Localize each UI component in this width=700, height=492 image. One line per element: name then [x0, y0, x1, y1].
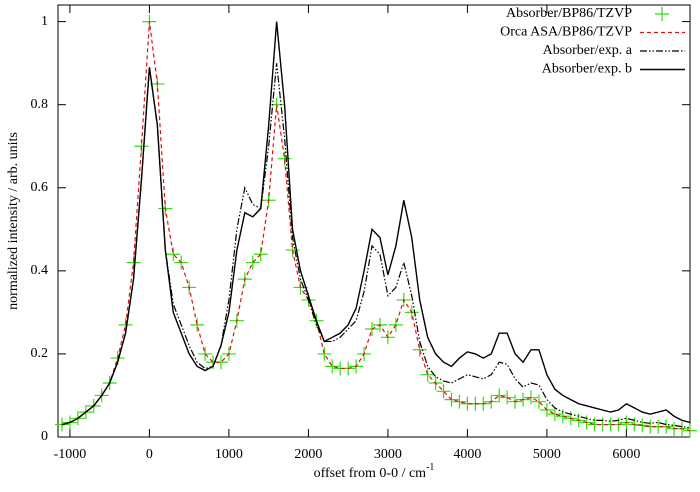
- data-point: [325, 359, 340, 374]
- x-tick-label: -1000: [54, 447, 87, 462]
- legend-label: Absorber/BP86/TZVP: [506, 6, 632, 21]
- data-point: [547, 407, 562, 422]
- data-point: [317, 346, 332, 361]
- y-tick-label: 0.6: [31, 180, 49, 195]
- series-line: [61, 21, 691, 432]
- plot-frame: [57, 4, 691, 438]
- x-tick-label: 0: [146, 447, 153, 462]
- data-point: [500, 390, 515, 405]
- data-point: [166, 247, 181, 262]
- x-axis-label: offset from 0-0 / cm-1: [314, 462, 435, 481]
- data-point: [524, 390, 539, 405]
- y-axis-label: normalized intensity / arb. units: [6, 132, 21, 310]
- y-tick-label: 0.4: [31, 263, 49, 278]
- legend-label: Absorber/exp. b: [542, 62, 632, 77]
- x-tick-label: 4000: [453, 447, 481, 462]
- y-tick-label: 1: [41, 14, 48, 29]
- data-point: [388, 317, 403, 332]
- data-point: [420, 367, 435, 382]
- x-axis-label-text: offset from 0-0 / cm: [314, 466, 427, 481]
- data-point: [198, 346, 213, 361]
- series-line: [61, 21, 691, 426]
- data-point: [412, 342, 427, 357]
- y-tick-label: 0.2: [31, 346, 49, 361]
- data-point: [555, 409, 570, 424]
- x-tick-label: 3000: [374, 447, 402, 462]
- x-axis-label-superscript: -1: [426, 462, 434, 473]
- data-point: [492, 388, 507, 403]
- data-point: [126, 255, 141, 270]
- x-tick-label: 1000: [215, 447, 243, 462]
- x-tick-label: 5000: [533, 447, 561, 462]
- data-point: [277, 151, 292, 166]
- x-tick-label: 6000: [612, 447, 640, 462]
- data-point: [531, 394, 546, 409]
- y-tick-label: 0.8: [31, 97, 49, 112]
- data-point: [436, 384, 451, 399]
- y-tick-label: 0: [41, 429, 48, 444]
- legend-label: Orca ASA/BP86/TZVP: [500, 25, 632, 40]
- data-point: [452, 394, 467, 409]
- x-tick-label: 2000: [294, 447, 322, 462]
- data-point: [190, 317, 205, 332]
- data-point: [253, 247, 268, 262]
- legend-label: Absorber/exp. a: [543, 43, 633, 58]
- data-point: [245, 255, 260, 270]
- legend-marker: [655, 7, 669, 21]
